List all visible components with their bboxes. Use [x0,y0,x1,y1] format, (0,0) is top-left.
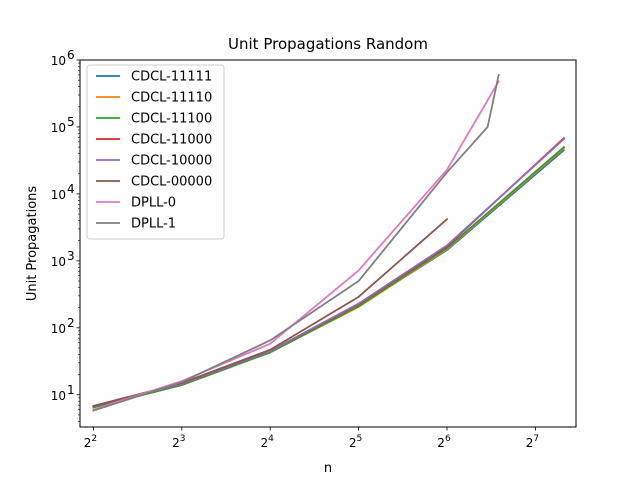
legend-label: CDCL-10000 [131,154,212,169]
series-line-cdcl-11100 [92,145,566,409]
y-tick-label: 10 [51,54,66,68]
series-layer [92,73,566,412]
legend-box [86,64,225,240]
y-tick-exponent: 4 [67,182,75,196]
y-tick-exponent: 1 [67,383,75,397]
plot-frame [79,59,577,428]
legend: CDCL-11111 CDCL-11110 CDCL-11100 CDCL-11000… [86,64,225,240]
y-tick-label: 10 [51,389,66,403]
x-tick-label: 24 [261,434,275,450]
x-axis-title: n [324,461,332,476]
chart-title: Unit Propagations Random [228,35,428,53]
y-tick-exponent: 2 [67,316,75,330]
y-tick-exponent: 5 [67,115,75,129]
y-tick-label: 10 [51,255,66,269]
y-tick-label: 10 [51,322,66,336]
y-tick-label: 10 [51,121,66,135]
y-tick-label: 10 [51,188,66,202]
legend-label: CDCL-00000 [131,175,212,190]
y-tick-exponent: 6 [67,48,75,62]
y-axis-title: Unit Propagations [25,186,40,302]
legend-label: DPLL-0 [131,196,176,211]
legend-label: CDCL-11100 [131,112,212,127]
legend-label: CDCL-11110 [131,91,212,106]
x-tick-label: 23 [172,434,185,450]
legend-label: CDCL-11000 [131,133,212,148]
legend-label: DPLL-1 [131,217,176,232]
x-tick-label: 26 [437,434,451,450]
series-line-dpll-1 [92,73,500,412]
x-tick-label: 22 [84,434,97,450]
y-tick-exponent: 3 [67,249,75,263]
x-tick-label: 25 [349,434,362,450]
x-tick-label: 27 [526,434,539,450]
legend-label: CDCL-11111 [131,70,212,85]
